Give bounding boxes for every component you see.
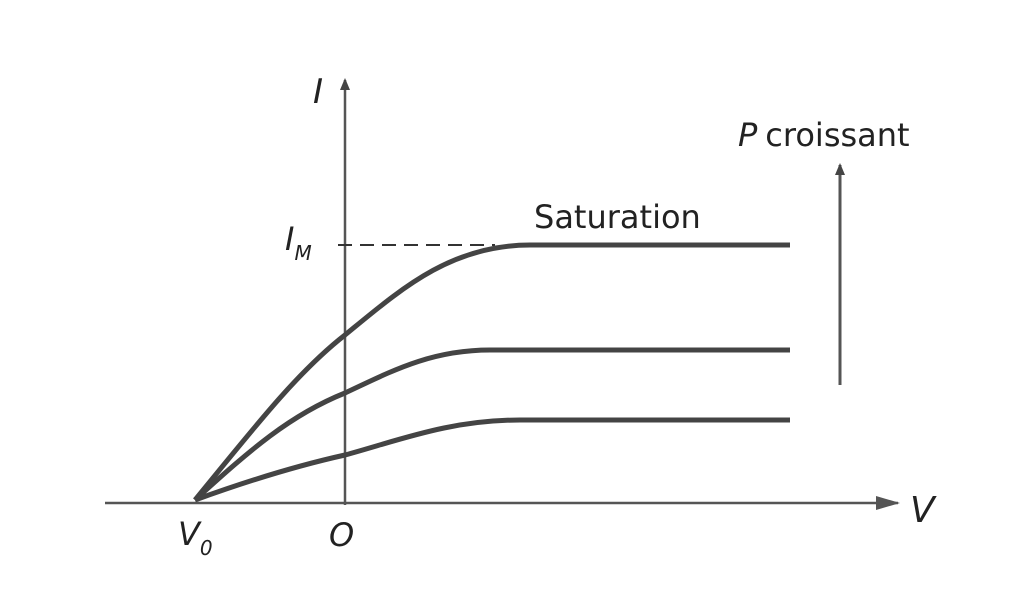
v-0-sub: 0 [200,536,213,560]
i-m-label: IM [285,220,312,265]
curve-high [193,242,790,502]
x-axis-label: V [910,490,937,531]
p-text: croissant [765,116,909,154]
v-0-label: V0 [178,515,213,560]
v-0-main: V [178,515,202,553]
i-m-sub: M [294,241,311,265]
i-m-main: I [285,220,294,258]
p-symbol: P [738,116,758,154]
origin-label: O [329,516,354,554]
y-axis-label: I [313,72,323,112]
curve-low [194,417,790,503]
saturation-label: Saturation [534,198,701,236]
curve-mid [193,347,790,502]
